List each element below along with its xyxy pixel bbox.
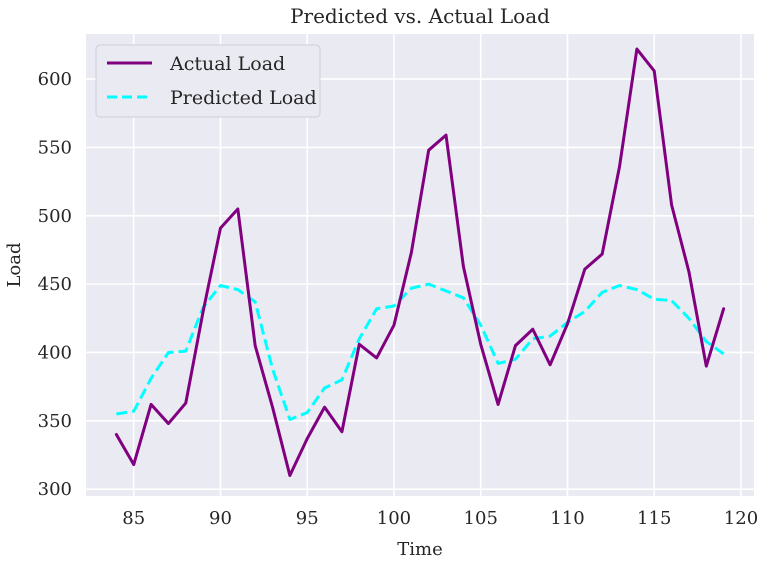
x-tick-label: 110 xyxy=(550,508,584,529)
tick-labels: 85 90 95 100 105 110 115 120 300 350 400 450 500 550 6… xyxy=(38,69,759,529)
series-line-actual xyxy=(114,47,726,477)
series-line-predicted xyxy=(116,282,725,421)
x-tick-label: 100 xyxy=(377,508,411,529)
y-axis-label: Load xyxy=(4,242,25,287)
y-tick-label: 400 xyxy=(38,342,72,363)
x-tick-label: 115 xyxy=(637,508,671,529)
y-tick-label: 300 xyxy=(38,479,72,500)
x-tick-label: 120 xyxy=(724,508,758,529)
x-tick-label: 105 xyxy=(464,508,498,529)
legend-label-actual: Actual Load xyxy=(169,53,285,75)
y-tick-label: 600 xyxy=(38,69,72,90)
y-tick-label: 450 xyxy=(38,274,72,295)
y-tick-label: 500 xyxy=(38,206,72,227)
x-tick-label: 90 xyxy=(209,508,232,529)
series-lines xyxy=(114,47,726,477)
chart-title: Predicted vs. Actual Load xyxy=(290,4,550,28)
y-tick-label: 550 xyxy=(38,137,72,158)
x-axis-label: Time xyxy=(397,539,442,560)
x-tick-label: 95 xyxy=(296,508,319,529)
legend: Actual Load Predicted Load xyxy=(95,44,321,118)
x-tick-label: 85 xyxy=(122,508,145,529)
y-tick-label: 350 xyxy=(38,411,72,432)
legend-label-predicted: Predicted Load xyxy=(170,87,317,109)
